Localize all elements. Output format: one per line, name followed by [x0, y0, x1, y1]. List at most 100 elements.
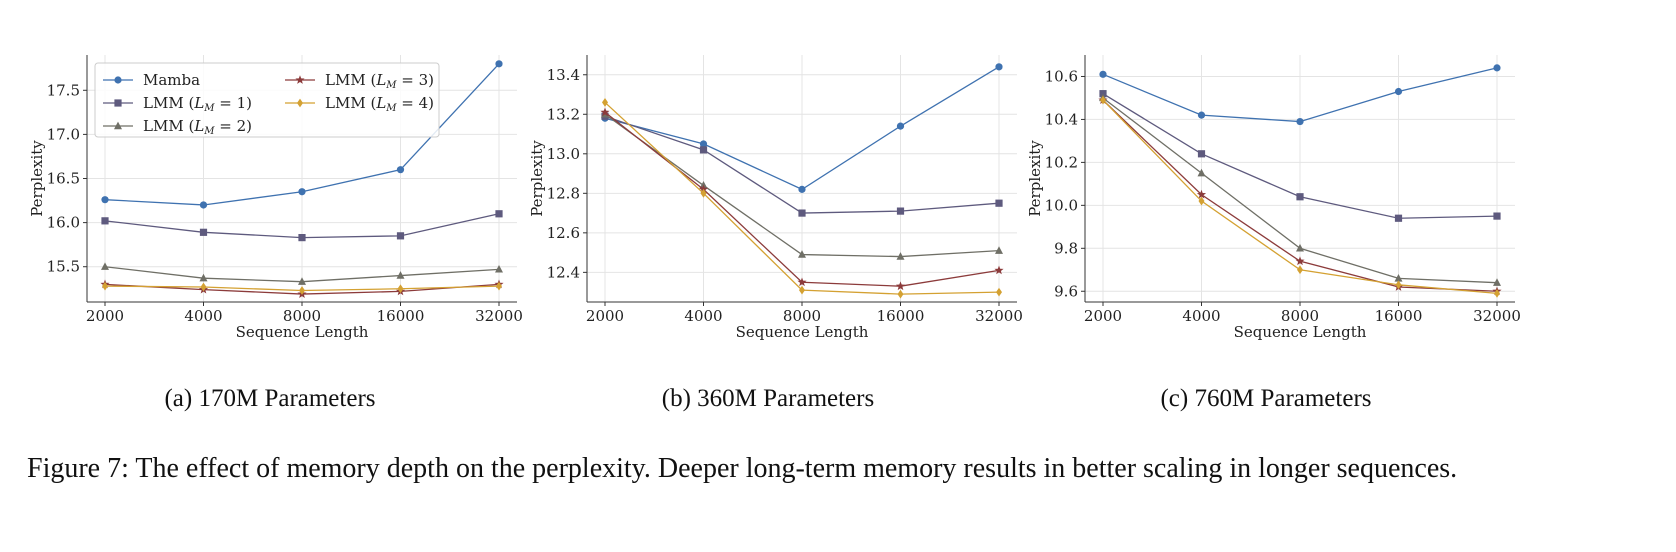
legend-marker: [295, 75, 305, 84]
data-point: [698, 184, 709, 194]
legend-label-var: L: [193, 94, 204, 112]
legend-label: LMM (LM = 4): [325, 94, 434, 114]
legend-label-prefix: LMM (: [143, 117, 194, 135]
y-tick-label: 13.2: [547, 105, 580, 123]
data-point: [298, 277, 306, 285]
data-point: [199, 273, 208, 282]
figure-caption: Figure 7: The effect of memory depth on …: [27, 453, 1458, 484]
data-point: [1198, 196, 1205, 206]
legend-label: LMM (LM = 1): [143, 94, 252, 114]
legend-marker: [114, 121, 122, 130]
data-point: [1099, 70, 1107, 78]
x-tick-label: 32000: [975, 307, 1023, 325]
data-point: [995, 246, 1003, 254]
caption-b: (b) 360M Parameters: [661, 385, 875, 412]
data-point: [1394, 87, 1403, 96]
data-point: [1197, 111, 1206, 119]
data-point: [1197, 150, 1206, 158]
data-point: [995, 199, 1003, 207]
legend-label-subscript: M: [203, 126, 215, 137]
legend-label-suffix: = 1): [215, 94, 253, 112]
data-point: [396, 232, 405, 240]
y-tick-label: 16.0: [47, 214, 80, 232]
x-tick-label: 16000: [377, 307, 425, 325]
x-tick-label: 2000: [1084, 307, 1122, 325]
legend-label-suffix: = 2): [215, 117, 253, 135]
x-axis-label: Sequence Length: [736, 323, 869, 341]
data-point: [798, 209, 806, 217]
data-point: [700, 188, 707, 198]
data-point: [798, 250, 806, 258]
data-point: [1394, 273, 1403, 282]
y-axis-label: Perplexity: [528, 140, 546, 217]
data-point: [299, 286, 305, 295]
data-point: [298, 188, 306, 196]
y-tick-label: 12.8: [547, 184, 580, 202]
y-tick-label: 13.4: [547, 66, 580, 84]
data-point: [896, 207, 905, 215]
chart-svg-a: 2000 4000 8000 16000 32000 15.5 16.0 16.5 17.0 17…: [28, 55, 523, 341]
legend-label-subscript: M: [203, 103, 215, 114]
data-point: [897, 289, 904, 299]
x-tick-label: 16000: [877, 307, 925, 325]
legend-label-subscript: M: [385, 80, 397, 91]
legend-label-subscript: M: [385, 103, 397, 114]
data-point: [101, 217, 109, 225]
x-tick-label: 32000: [1473, 307, 1521, 325]
data-point: [1395, 280, 1402, 290]
legend-marker: [114, 99, 122, 107]
y-axis-label: Perplexity: [1026, 140, 1044, 217]
y-axis-label: Perplexity: [28, 140, 46, 217]
y-tick-label: 10.6: [1045, 67, 1078, 85]
y-tick-label: 9.8: [1054, 239, 1078, 257]
legend-label-prefix: Mamba: [143, 71, 200, 89]
x-tick-label: 4000: [1182, 307, 1220, 325]
data-point: [1196, 189, 1207, 199]
y-tick-label: 17.5: [47, 81, 80, 99]
data-point: [896, 252, 905, 260]
chart-panel-c: 2000 4000 8000 16000 32000 9.6 9.8 10.0 10.2 10.4…: [1026, 40, 1568, 360]
x-tick-label: 4000: [184, 307, 222, 325]
y-tick-label: 16.5: [47, 170, 80, 188]
y-tick-label: 12.6: [547, 224, 580, 242]
chart-panel-a: 2000 4000 8000 16000 32000 15.5 16.0 16.5 17.0 17…: [28, 40, 570, 360]
legend-label-var: L: [375, 94, 386, 112]
x-tick-label: 32000: [475, 307, 523, 325]
chart-svg-c: 2000 4000 8000 16000 32000 9.6 9.8 10.0 10.2 10.4…: [1026, 55, 1521, 341]
legend-label: LMM (LM = 2): [143, 117, 252, 137]
y-tick-label: 17.0: [47, 125, 80, 143]
data-point: [895, 281, 906, 291]
chart-svg-b: 2000 4000 8000 16000 32000 12.4 12.6 12.8 13.0 13…: [528, 55, 1023, 341]
x-tick-label: 16000: [1375, 307, 1423, 325]
data-point: [200, 282, 207, 292]
caption-c: (c) 760M Parameters: [1160, 385, 1372, 412]
x-tick-label: 2000: [86, 307, 124, 325]
legend-label-prefix: LMM (: [325, 94, 376, 112]
y-tick-label: 15.5: [47, 258, 80, 276]
legend-item: LMM (LM = 3): [285, 71, 434, 91]
data-point: [1296, 243, 1304, 252]
legend-label-suffix: = 4): [397, 94, 435, 112]
data-point: [101, 262, 109, 270]
legend-item: LMM (LM = 2): [103, 117, 252, 137]
grid: [1085, 55, 1515, 302]
data-point: [996, 287, 1002, 297]
x-tick-label: 4000: [684, 307, 722, 325]
data-point: [896, 122, 905, 130]
legend-item: Mamba: [103, 71, 200, 89]
legend-box: [94, 62, 440, 138]
data-point: [699, 140, 708, 148]
data-point: [495, 60, 503, 68]
grid: [587, 55, 1017, 302]
data-point: [1394, 214, 1403, 222]
data-point: [995, 63, 1003, 71]
data-point: [1296, 117, 1304, 126]
data-point: [199, 228, 208, 236]
data-point: [600, 107, 610, 117]
x-axis-label: Sequence Length: [1234, 323, 1367, 341]
data-point: [496, 281, 502, 291]
legend-item: LMM (LM = 4): [285, 94, 434, 114]
y-tick-label: 13.0: [547, 145, 580, 163]
y-tick-label: 10.4: [1045, 110, 1078, 128]
series-4: [102, 281, 502, 295]
